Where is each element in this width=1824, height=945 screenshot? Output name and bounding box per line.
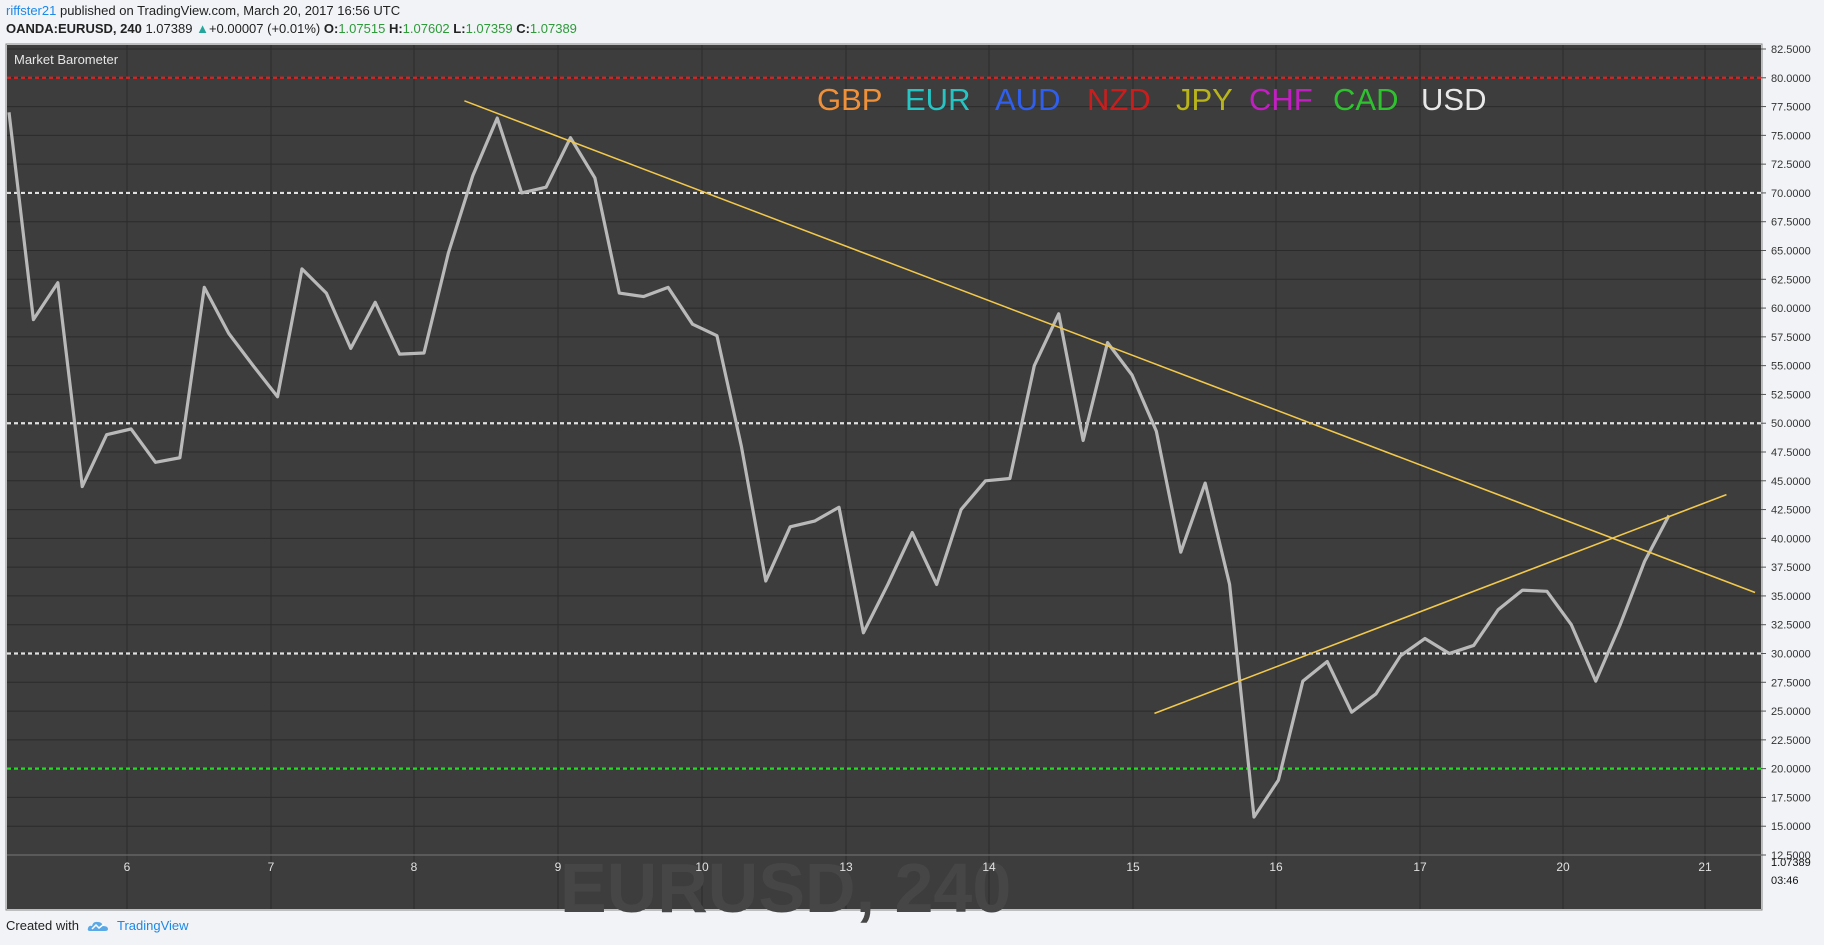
- barometer-line: [7, 112, 1671, 819]
- y-tick-label: 15.0000: [1771, 821, 1811, 833]
- watermark: EURUSD, 240: [560, 849, 1011, 927]
- y-tick-label: 42.5000: [1771, 505, 1811, 517]
- x-tick-label: 14: [982, 860, 996, 874]
- footer: Created with TradingView: [6, 918, 189, 933]
- legend-label: EUR: [905, 82, 970, 117]
- x-tick-label: 16: [1269, 860, 1283, 874]
- y-tick-label: 25.0000: [1771, 706, 1811, 718]
- trendline[interactable]: [464, 100, 1756, 594]
- open-label: O:: [323, 21, 339, 36]
- x-tick-label: 17: [1413, 860, 1427, 874]
- y-tick-label: 60.0000: [1771, 303, 1811, 315]
- countdown: 03:46: [1771, 875, 1799, 887]
- price-change: +0.00007 (+0.01%): [208, 21, 321, 36]
- currency-legend: GBP EUR AUD NZD JPY CHF CAD USD: [817, 82, 1486, 117]
- y-tick-label: 57.5000: [1771, 332, 1811, 344]
- close-value: 1.07389: [529, 21, 577, 36]
- y-tick-label: 17.5000: [1771, 792, 1811, 804]
- series-group: [7, 112, 1671, 819]
- y-tick-label: 45.0000: [1771, 476, 1811, 488]
- indicator-name: Market Barometer: [14, 52, 119, 67]
- y-tick-label: 55.0000: [1771, 361, 1811, 373]
- y-tick-label: 62.5000: [1771, 274, 1811, 286]
- indicator-pane[interactable]: [7, 45, 1761, 855]
- y-tick-label: 47.5000: [1771, 447, 1811, 459]
- publish-info: riffster21 published on TradingView.com,…: [6, 3, 400, 18]
- y-tick-label: 35.0000: [1771, 591, 1811, 603]
- y-axis[interactable]: 82.5000 80.0000 77.5000 75.0000 72.5000 70.00…: [1761, 44, 1811, 862]
- y-tick-label: 50.0000: [1771, 418, 1811, 430]
- x-tick-label: 9: [555, 860, 562, 874]
- created-with-text: Created with: [6, 918, 79, 933]
- legend-label: GBP: [817, 82, 882, 117]
- price-pane[interactable]: [7, 855, 1761, 909]
- low-label: L:: [453, 21, 466, 36]
- x-tick-label: 20: [1556, 860, 1570, 874]
- y-tick-label: 82.5000: [1771, 44, 1811, 56]
- trendline[interactable]: [1154, 493, 1727, 715]
- x-axis[interactable]: 6 7 8 9 10 13 14 15 16 17 20 21: [124, 860, 1712, 874]
- open-value: 1.07515: [338, 21, 386, 36]
- x-tick-label: 21: [1698, 860, 1712, 874]
- low-value: 1.07359: [465, 21, 513, 36]
- legend-label: USD: [1421, 82, 1486, 117]
- legend-label: JPY: [1176, 82, 1233, 117]
- published-text: published on TradingView.com, March 20, …: [59, 3, 401, 18]
- high-label: H:: [388, 21, 403, 36]
- ohlc-legend: OANDA:EURUSD, 240 1.07389 ▲+0.00007 (+0.…: [6, 21, 577, 36]
- legend-label: CAD: [1333, 82, 1398, 117]
- legend-label: NZD: [1087, 82, 1151, 117]
- tradingview-link[interactable]: TradingView: [116, 918, 189, 933]
- x-tick-label: 13: [839, 860, 853, 874]
- y-tick-label: 40.0000: [1771, 533, 1811, 545]
- y-tick-label: 20.0000: [1771, 764, 1811, 776]
- tradingview-cloud-icon: [87, 921, 108, 931]
- y-tick-label: 52.5000: [1771, 389, 1811, 401]
- y-tick-label: 27.5000: [1771, 677, 1811, 689]
- x-tick-label: 6: [124, 860, 131, 874]
- y-tick-label: 32.5000: [1771, 620, 1811, 632]
- symbol-label[interactable]: OANDA:EURUSD, 240: [6, 21, 142, 36]
- y-tick-label: 80.0000: [1771, 73, 1811, 85]
- horizontal-levels: [7, 76, 1761, 770]
- y-tick-label: 37.5000: [1771, 562, 1811, 574]
- y-tick-label: 65.0000: [1771, 246, 1811, 258]
- last-price: 1.07389: [145, 21, 193, 36]
- y-tick-label: 77.5000: [1771, 102, 1811, 114]
- triangle-up-icon: ▲: [196, 21, 209, 36]
- y-tick-label: 12.5000: [1771, 850, 1811, 862]
- y-tick-label: 30.0000: [1771, 649, 1811, 661]
- author-link[interactable]: riffster21: [6, 3, 57, 18]
- y-tick-label: 72.5000: [1771, 159, 1811, 171]
- legend-label: AUD: [995, 82, 1060, 117]
- x-tick-label: 10: [695, 860, 709, 874]
- y-tick-label: 67.5000: [1771, 217, 1811, 229]
- high-value: 1.07602: [402, 21, 450, 36]
- y-tick-label: 22.5000: [1771, 735, 1811, 747]
- y-tick-label: 70.0000: [1771, 188, 1811, 200]
- x-tick-label: 8: [411, 860, 418, 874]
- price-scale-label: 1.07389: [1771, 857, 1811, 869]
- trendlines[interactable]: [464, 100, 1756, 715]
- x-tick-label: 7: [268, 860, 275, 874]
- y-tick-label: 75.0000: [1771, 130, 1811, 142]
- close-label: C:: [516, 21, 530, 36]
- x-tick-label: 15: [1126, 860, 1140, 874]
- legend-label: CHF: [1249, 82, 1313, 117]
